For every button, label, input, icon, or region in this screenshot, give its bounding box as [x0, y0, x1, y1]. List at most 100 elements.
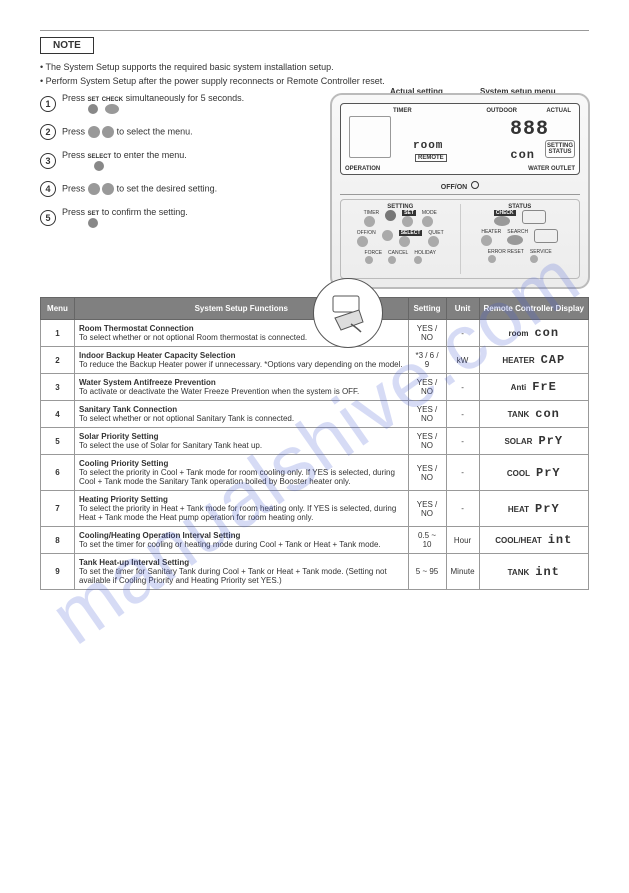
search-button[interactable]: [507, 235, 523, 245]
step-3: 3 Press SELECT to enter the menu.: [40, 150, 320, 171]
th-menu: Menu: [41, 298, 75, 320]
display-wateroutlet-label: WATER OUTLET: [528, 166, 575, 172]
up-button-icon: [88, 183, 100, 195]
cell-function: Indoor Backup Heater Capacity SelectionT…: [75, 347, 409, 374]
button-zone-status: STATUS CHECK HEATER SEARCH: [465, 204, 576, 274]
note-tag: NOTE: [40, 37, 94, 54]
step-5: 5 Press SET to confirm the setting.: [40, 207, 320, 228]
table-row: 4Sanitary Tank ConnectionTo select wheth…: [41, 401, 589, 428]
display-operation-label: OPERATION: [345, 166, 380, 172]
display-actual-label: ACTUAL: [546, 108, 571, 114]
cell-setting: 5 ~ 95: [408, 554, 446, 590]
mode-button[interactable]: [422, 216, 433, 227]
power-icon: [471, 181, 479, 189]
cell-menu: 4: [41, 401, 75, 428]
cell-setting: YES / NO: [408, 374, 446, 401]
down-button-icon: [102, 126, 114, 138]
cell-function: Cooling Priority SettingTo select the pr…: [75, 455, 409, 491]
timer-button[interactable]: [364, 216, 375, 227]
step-number: 5: [40, 210, 56, 226]
cell-unit: -: [446, 374, 479, 401]
cell-menu: 8: [41, 527, 75, 554]
holiday-button[interactable]: [414, 256, 422, 264]
th-display: Remote Controller Display: [479, 298, 588, 320]
th-unit: Unit: [446, 298, 479, 320]
cell-unit: Hour: [446, 527, 479, 554]
figure-row: 1 Press SET CHECK simultaneously for 5 s…: [40, 93, 589, 289]
cell-setting: YES / NO: [408, 428, 446, 455]
display-line1: room: [413, 140, 443, 152]
step-4: 4 Press to set the desired setting.: [40, 181, 320, 197]
display-clock-box: [349, 116, 391, 158]
offon-label: OFF/ON: [441, 184, 467, 191]
table-row: 7Heating Priority SettingTo select the p…: [41, 491, 589, 527]
select-button-icon: SELECT: [88, 154, 112, 171]
cover-open-illustration: [313, 278, 383, 348]
cell-display: AntiFrE: [479, 374, 588, 401]
step-text: Press SET CHECK simultaneously for 5 sec…: [62, 93, 320, 114]
offon-button[interactable]: [357, 236, 368, 247]
remote-figure-column: Actual setting System setup menu TIMER O…: [330, 93, 590, 289]
set-button[interactable]: [402, 216, 413, 227]
remote-controller: TIMER OUTDOOR ACTUAL 888 room REMOTE con…: [330, 93, 590, 289]
quiet-button[interactable]: [428, 236, 439, 247]
step-number: 2: [40, 124, 56, 140]
cell-display: TANKint: [479, 554, 588, 590]
cell-setting: 0.5 ~ 10: [408, 527, 446, 554]
step-text: Press SET to confirm the setting.: [62, 207, 320, 228]
intro-line: • Perform System Setup after the power s…: [40, 76, 589, 88]
table-row: 5Solar Priority SettingTo select the use…: [41, 428, 589, 455]
error-reset-button[interactable]: [488, 255, 496, 263]
service-button[interactable]: [530, 255, 538, 263]
cell-display: HEATERCAP: [479, 347, 588, 374]
intro-line: • The System Setup supports the required…: [40, 62, 589, 74]
cell-setting: *3 / 6 / 9: [408, 347, 446, 374]
display-big-number: 888: [510, 118, 549, 141]
cell-unit: -: [446, 428, 479, 455]
cell-menu: 2: [41, 347, 75, 374]
cell-unit: -: [446, 320, 479, 347]
cell-menu: 9: [41, 554, 75, 590]
cell-display: COOL/HEATint: [479, 527, 588, 554]
down-button-icon: [102, 183, 114, 195]
status-up-button[interactable]: [522, 210, 546, 224]
cell-setting: YES / NO: [408, 491, 446, 527]
cell-setting: YES / NO: [408, 455, 446, 491]
select-button[interactable]: [399, 236, 410, 247]
step-number: 1: [40, 96, 56, 112]
cell-menu: 7: [41, 491, 75, 527]
check-button[interactable]: [494, 216, 510, 226]
cell-unit: -: [446, 401, 479, 428]
table-row: 2Indoor Backup Heater Capacity Selection…: [41, 347, 589, 374]
cell-unit: kW: [446, 347, 479, 374]
display-setting-status-label: SETTING STATUS: [545, 140, 575, 158]
set-button-icon: SET: [88, 211, 100, 228]
remote-display: TIMER OUTDOOR ACTUAL 888 room REMOTE con…: [340, 103, 580, 175]
cell-function: Solar Priority SettingTo select the use …: [75, 428, 409, 455]
cell-function: Water System Antifreeze PreventionTo act…: [75, 374, 409, 401]
step-text: Press SELECT to enter the menu.: [62, 150, 320, 171]
set-down-button[interactable]: [382, 230, 393, 241]
heater-button[interactable]: [481, 235, 492, 246]
step-number: 3: [40, 153, 56, 169]
remote-offon-row: OFF/ON: [340, 181, 580, 195]
intro-text: • The System Setup supports the required…: [40, 62, 589, 87]
steps-column: 1 Press SET CHECK simultaneously for 5 s…: [40, 93, 320, 289]
remote-button-panel: SETTING TIMER SET MODE OFF/ON SELECT: [340, 199, 580, 279]
step-text: Press to select the menu.: [62, 126, 320, 138]
cell-function: Heating Priority SettingTo select the pr…: [75, 491, 409, 527]
cancel-button[interactable]: [388, 256, 396, 264]
cell-function: Tank Heat-up Interval SettingTo set the …: [75, 554, 409, 590]
cell-menu: 1: [41, 320, 75, 347]
cell-unit: -: [446, 455, 479, 491]
status-down-button[interactable]: [534, 229, 558, 243]
cell-display: roomcon: [479, 320, 588, 347]
cell-function: Cooling/Heating Operation Interval Setti…: [75, 527, 409, 554]
force-button[interactable]: [365, 256, 373, 264]
display-line2: con: [510, 148, 535, 162]
cell-display: TANKcon: [479, 401, 588, 428]
button-zone-setting: SETTING TIMER SET MODE OFF/ON SELECT: [345, 204, 456, 274]
table-row: 3Water System Antifreeze PreventionTo ac…: [41, 374, 589, 401]
set-up-button[interactable]: [385, 210, 396, 221]
manual-page: NOTE • The System Setup supports the req…: [0, 0, 629, 893]
